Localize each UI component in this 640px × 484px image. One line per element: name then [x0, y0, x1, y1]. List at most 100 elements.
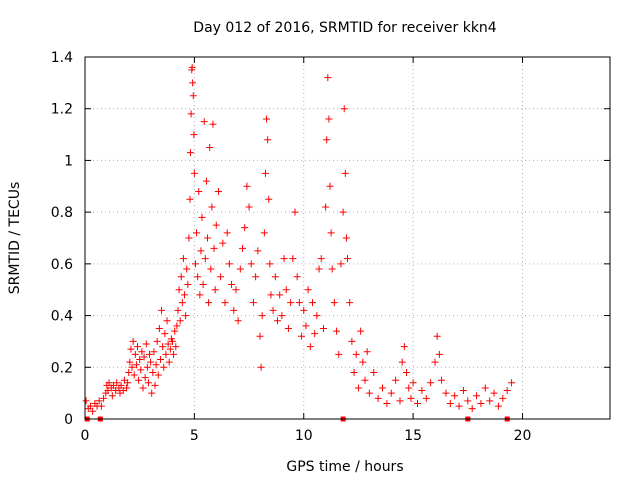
data-point	[403, 368, 411, 376]
data-point	[276, 291, 284, 299]
data-point	[359, 358, 367, 366]
data-point	[201, 255, 209, 263]
data-point	[473, 392, 481, 400]
data-point	[158, 306, 166, 314]
data-point	[194, 273, 202, 281]
data-point	[153, 337, 161, 345]
data-point	[202, 177, 210, 185]
data-point	[117, 381, 125, 389]
data-point	[186, 195, 194, 203]
data-point	[342, 234, 350, 242]
data-point	[260, 229, 268, 237]
data-point	[295, 299, 303, 307]
data-point	[171, 327, 179, 335]
data-point	[323, 136, 331, 144]
data-point	[127, 345, 135, 353]
data-point	[298, 332, 306, 340]
data-point	[176, 317, 184, 325]
data-point	[124, 379, 132, 387]
data-point	[278, 312, 286, 320]
data-point	[196, 291, 204, 299]
data-point	[418, 387, 426, 395]
data-point	[508, 379, 516, 387]
data-point	[89, 407, 97, 415]
data-point	[236, 265, 244, 273]
data-point	[225, 260, 233, 268]
data-point	[204, 234, 211, 242]
plot-frame	[84, 56, 611, 420]
data-point	[494, 402, 502, 410]
data-point	[187, 110, 195, 118]
data-point	[459, 387, 467, 395]
data-point	[263, 115, 271, 123]
data-point	[160, 363, 168, 371]
data-point	[139, 384, 147, 392]
data-point	[431, 358, 439, 366]
data-point	[503, 387, 511, 395]
x-axis-title: GPS time / hours	[286, 459, 403, 475]
data-point	[148, 389, 156, 397]
data-point	[232, 286, 240, 294]
data-point	[387, 389, 395, 397]
data-point	[446, 399, 454, 407]
data-point	[383, 399, 391, 407]
data-point	[197, 247, 205, 255]
data-point	[129, 337, 137, 345]
data-point	[142, 340, 150, 348]
data-point	[125, 368, 133, 376]
data-point	[163, 317, 171, 325]
data-point	[200, 118, 208, 126]
data-point	[190, 169, 198, 177]
data-point	[435, 350, 443, 358]
data-point	[468, 405, 476, 413]
data-point	[161, 330, 169, 338]
y-tick-label: 1	[64, 153, 73, 169]
data-point	[252, 273, 260, 281]
data-point	[152, 361, 160, 369]
data-point	[86, 402, 94, 410]
data-point	[135, 376, 143, 384]
data-point	[186, 149, 194, 157]
data-point	[455, 402, 463, 410]
data-point	[190, 131, 198, 139]
data-point	[210, 244, 218, 252]
data-point	[287, 299, 295, 307]
data-point	[247, 260, 255, 268]
data-point	[256, 332, 264, 340]
data-point	[414, 399, 421, 407]
data-point	[175, 286, 183, 294]
data-point	[302, 322, 310, 330]
data-point	[183, 265, 191, 273]
data-point	[357, 327, 365, 335]
data-points	[82, 63, 516, 422]
data-point	[335, 350, 343, 358]
data-point	[172, 343, 180, 351]
data-point	[289, 255, 297, 263]
data-point	[499, 394, 507, 402]
data-point	[311, 330, 319, 338]
data-point	[309, 299, 316, 307]
data-point	[344, 255, 351, 263]
data-point	[265, 195, 273, 203]
data-point	[174, 306, 182, 314]
data-point	[328, 265, 336, 273]
x-tick-label: 15	[404, 428, 422, 444]
x-tick-label: 5	[190, 428, 199, 444]
data-point	[164, 340, 172, 348]
data-point	[374, 394, 382, 402]
data-point	[354, 384, 362, 392]
data-point	[217, 273, 225, 281]
x-tick-label: 20	[514, 428, 532, 444]
data-point	[325, 115, 333, 123]
data-point	[464, 397, 472, 405]
data-point	[365, 389, 373, 397]
data-point	[185, 234, 193, 242]
data-point	[205, 299, 213, 307]
y-tick-label: 0	[64, 412, 73, 428]
data-point	[130, 371, 138, 379]
data-point	[162, 350, 170, 358]
data-point	[132, 361, 140, 369]
data-point	[100, 394, 108, 402]
